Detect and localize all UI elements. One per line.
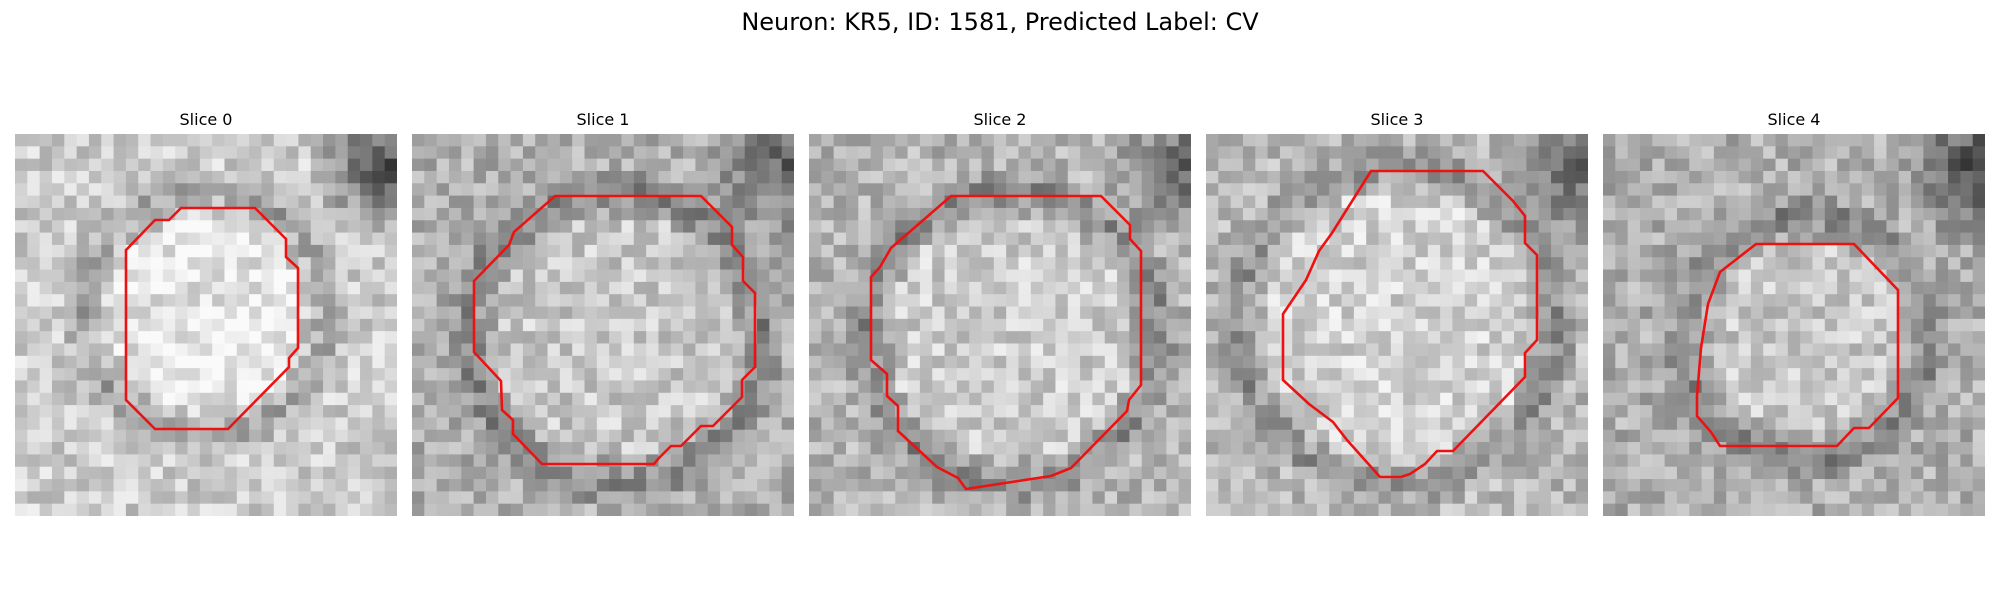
slice-title-4: Slice 4 xyxy=(1767,110,1821,129)
neuron-outline-3 xyxy=(1281,169,1539,479)
slice-pixels-2 xyxy=(809,134,1191,516)
slice-image-4 xyxy=(1603,134,1985,516)
slice-svg-3 xyxy=(1206,134,1588,516)
slice-pixels-3 xyxy=(1206,134,1588,516)
slice-title-3: Slice 3 xyxy=(1370,110,1424,129)
slice-svg-0 xyxy=(15,134,397,516)
slice-image-1 xyxy=(412,134,794,516)
slice-title-2: Slice 2 xyxy=(973,110,1027,129)
slice-pixels-1 xyxy=(412,134,794,516)
slice-pixels-0 xyxy=(15,134,397,516)
figure-title: Neuron: KR5, ID: 1581, Predicted Label: … xyxy=(741,8,1259,36)
slice-svg-1 xyxy=(412,134,794,516)
neuron-outline-0 xyxy=(124,206,300,431)
slice-svg-4 xyxy=(1603,134,1985,516)
neuron-outline-4 xyxy=(1695,242,1900,448)
slice-image-0 xyxy=(15,134,397,516)
slice-svg-2 xyxy=(809,134,1191,516)
slice-image-3 xyxy=(1206,134,1588,516)
slice-image-2 xyxy=(809,134,1191,516)
slice-title-0: Slice 0 xyxy=(179,110,233,129)
slice-pixels-4 xyxy=(1603,134,1985,516)
slice-title-1: Slice 1 xyxy=(576,110,630,129)
neuron-outline-2 xyxy=(869,194,1143,491)
neuron-outline-1 xyxy=(472,194,757,466)
